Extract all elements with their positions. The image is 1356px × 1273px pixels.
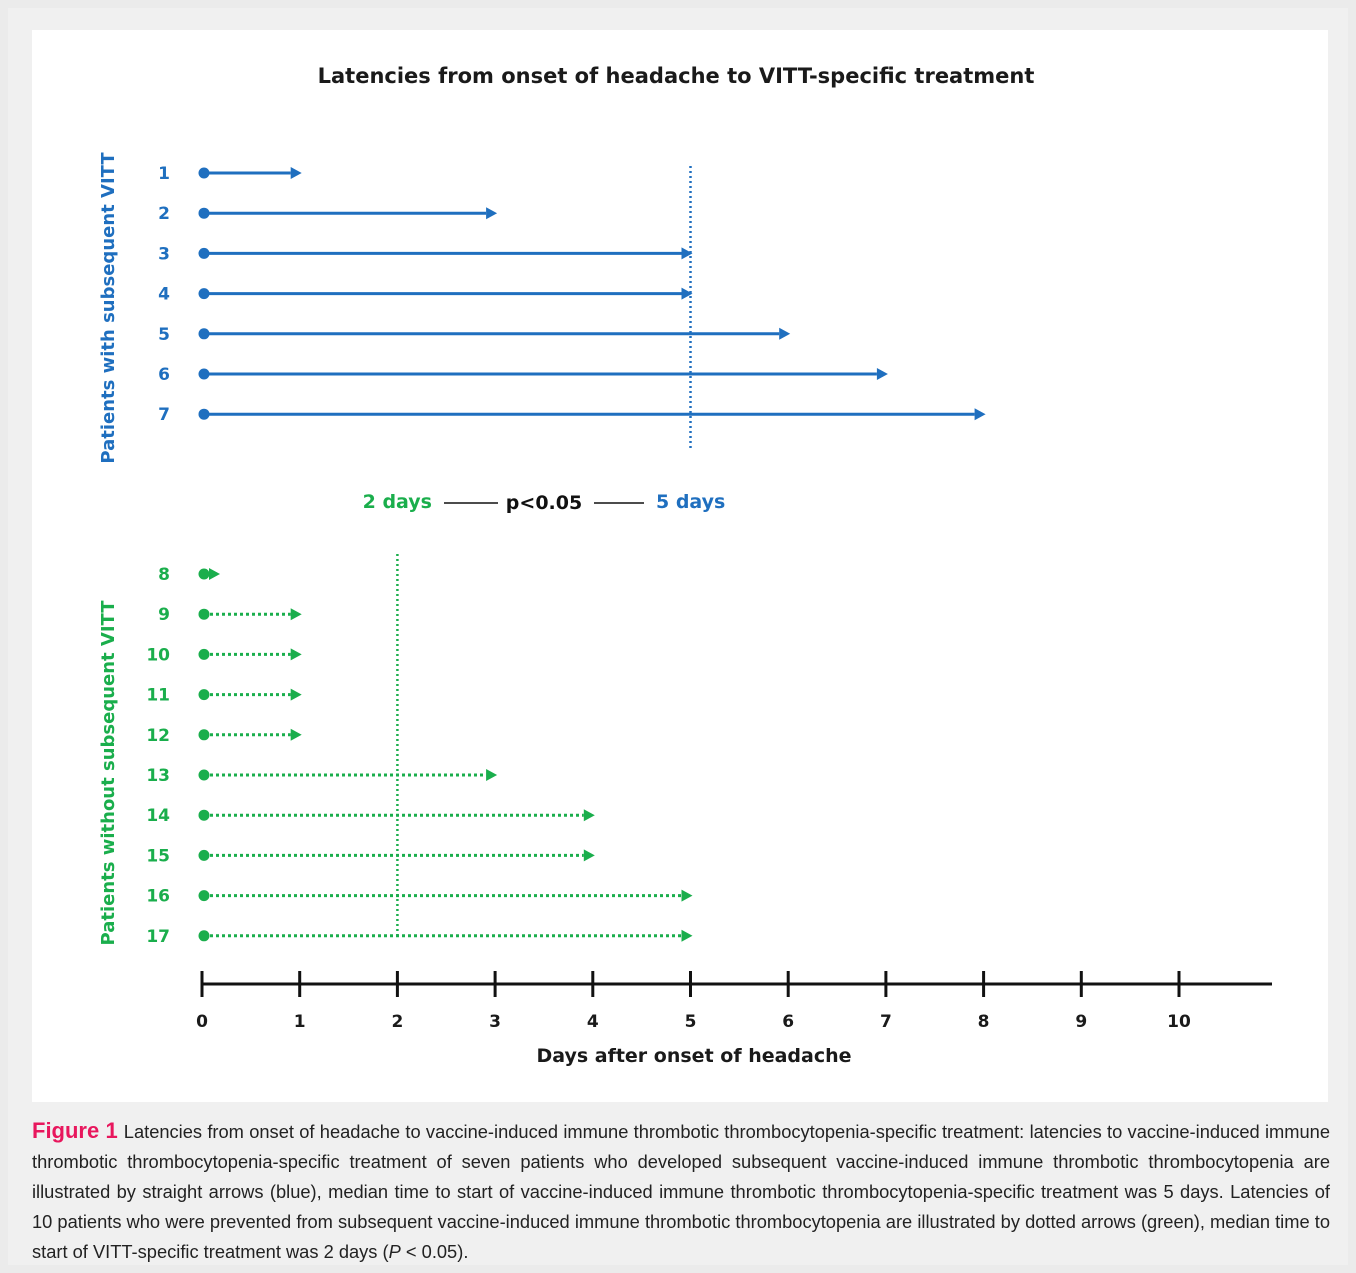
x-tick-label: 10 — [1167, 1012, 1191, 1032]
non-vitt-patient-number: 11 — [146, 686, 170, 706]
non-vitt-patient-number: 14 — [146, 806, 170, 826]
non-vitt-onset-dot — [198, 568, 210, 580]
vitt-arrowhead — [681, 287, 693, 300]
non-vitt-arrowhead — [681, 889, 693, 902]
non-vitt-arrowhead — [583, 809, 595, 822]
non-vitt-arrowhead — [290, 608, 302, 621]
non-vitt-y-axis-label: Patients without subsequent VITT — [98, 600, 119, 946]
vitt-arrowhead — [290, 167, 302, 179]
p-value-label: p<0.05 — [506, 492, 582, 514]
x-tick-label: 1 — [294, 1012, 306, 1032]
vitt-patient-number: 1 — [158, 164, 170, 184]
caption-text: Latencies from onset of headache to vacc… — [32, 1121, 1330, 1262]
non-vitt-arrowhead — [486, 769, 498, 781]
non-vitt-arrowhead — [290, 648, 302, 661]
vitt-arrowhead — [681, 247, 693, 260]
median-right-label: 5 days — [656, 491, 725, 513]
vitt-arrowhead — [486, 207, 498, 220]
x-tick-label: 9 — [1075, 1012, 1087, 1032]
non-vitt-group: Patients without subsequent VITT 8 9 10 11 12… — [98, 554, 693, 947]
non-vitt-arrowhead — [583, 849, 595, 862]
non-vitt-arrowhead — [681, 929, 693, 942]
non-vitt-patient-number: 12 — [146, 726, 170, 746]
vitt-patient-number: 3 — [158, 244, 170, 264]
figure-caption: Figure 1 Latencies from onset of headache… — [32, 1116, 1330, 1267]
non-vitt-patient-number: 13 — [146, 766, 170, 786]
x-tick-label: 4 — [587, 1012, 599, 1032]
vitt-patient-number: 6 — [158, 365, 170, 385]
non-vitt-patient-number: 16 — [146, 887, 170, 907]
chart-title: Latencies from onset of headache to VITT… — [318, 64, 1035, 88]
latency-chart: Latencies from onset of headache to VITT… — [98, 64, 1272, 1067]
vitt-patient-number: 4 — [158, 285, 170, 305]
vitt-patient-number: 5 — [158, 325, 170, 345]
vitt-arrowhead — [974, 408, 986, 421]
non-vitt-patient-number: 15 — [146, 846, 170, 866]
chart-panel: Latencies from onset of headache to VITT… — [32, 30, 1328, 1102]
x-axis-label: Days after onset of headache — [536, 1045, 851, 1067]
median-comparison: 2 days p<0.05 5 days — [363, 491, 726, 514]
x-tick-label: 0 — [196, 1012, 208, 1032]
x-tick-label: 3 — [489, 1012, 501, 1032]
non-vitt-arrowhead — [290, 688, 302, 701]
non-vitt-patient-number: 9 — [158, 605, 170, 625]
figure-frame: Latencies from onset of headache to VITT… — [8, 8, 1348, 1265]
caption-label: Figure 1 — [32, 1118, 118, 1143]
caption-p-symbol: P — [388, 1241, 401, 1262]
x-tick-label: 7 — [880, 1012, 892, 1032]
vitt-patient-number: 2 — [158, 204, 170, 224]
non-vitt-patient-number: 8 — [158, 565, 170, 585]
x-axis: 0 1 2 3 4 5 6 7 8 9 10 — [196, 971, 1272, 1032]
x-tick-label: 8 — [978, 1012, 990, 1032]
median-left-label: 2 days — [363, 491, 432, 513]
x-tick-label: 6 — [782, 1012, 794, 1032]
non-vitt-patient-number: 10 — [146, 645, 170, 665]
vitt-arrowhead — [876, 368, 888, 380]
vitt-y-axis-label: Patients with subsequent VITT — [98, 152, 119, 464]
non-vitt-patient-number: 17 — [146, 927, 170, 947]
vitt-arrowhead — [779, 327, 791, 340]
vitt-patient-number: 7 — [158, 405, 170, 425]
caption-p-value: < 0.05). — [400, 1241, 469, 1262]
x-tick-label: 5 — [685, 1012, 697, 1032]
non-vitt-arrowhead — [209, 568, 220, 580]
non-vitt-arrowhead — [290, 728, 302, 741]
x-tick-label: 2 — [391, 1012, 403, 1032]
vitt-group: Patients with subsequent VITT 1 2 3 4 5 6 7 — [98, 152, 986, 464]
